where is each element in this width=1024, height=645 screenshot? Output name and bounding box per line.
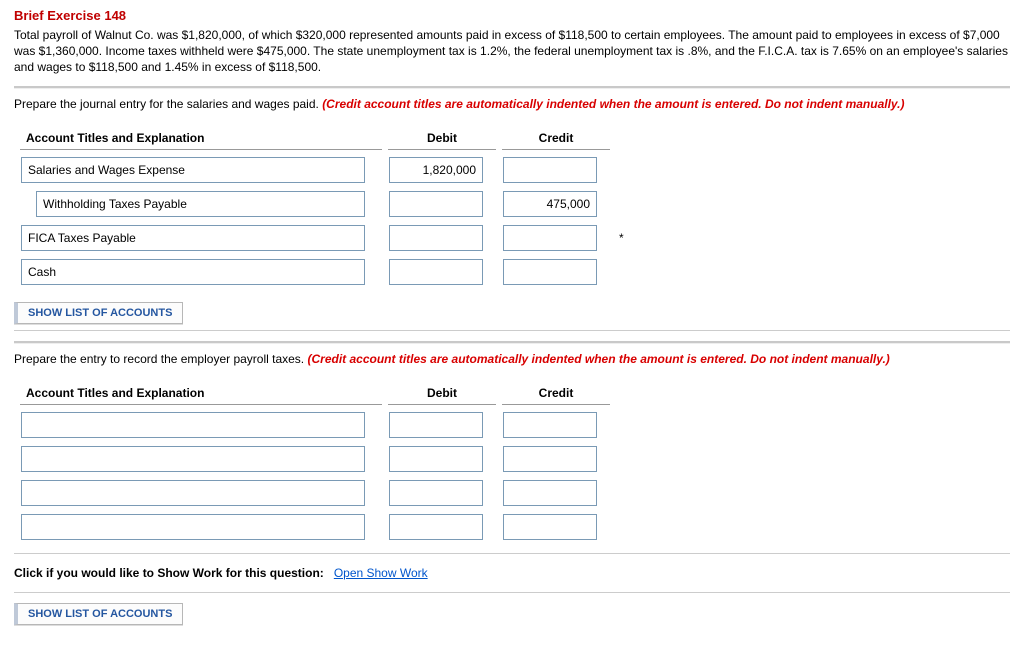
- table-row: FICA Taxes Payable *: [20, 224, 638, 252]
- credit-input[interactable]: 475,000: [503, 191, 597, 217]
- col-debit-2: Debit: [388, 382, 496, 405]
- credit-input[interactable]: [503, 480, 597, 506]
- credit-input[interactable]: [503, 157, 597, 183]
- account-input[interactable]: [21, 514, 365, 540]
- debit-input[interactable]: [389, 514, 483, 540]
- credit-input[interactable]: [503, 514, 597, 540]
- credit-input[interactable]: [503, 412, 597, 438]
- account-input[interactable]: Salaries and Wages Expense: [21, 157, 365, 183]
- open-show-work-link[interactable]: Open Show Work: [334, 566, 428, 580]
- account-input[interactable]: [21, 446, 365, 472]
- col-credit-1: Credit: [502, 127, 610, 150]
- account-input[interactable]: [21, 412, 365, 438]
- col-account-1: Account Titles and Explanation: [20, 127, 382, 150]
- debit-input[interactable]: [389, 480, 483, 506]
- table-row: Cash: [20, 258, 638, 286]
- col-debit-1: Debit: [388, 127, 496, 150]
- debit-input[interactable]: [389, 259, 483, 285]
- instruction-1: Prepare the journal entry for the salari…: [14, 97, 1010, 111]
- journal-table-1: Account Titles and Explanation Debit Cre…: [14, 121, 644, 292]
- journal-table-2: Account Titles and Explanation Debit Cre…: [14, 376, 616, 547]
- divider: [14, 86, 1010, 89]
- instruction-1-plain: Prepare the journal entry for the salari…: [14, 97, 322, 111]
- show-work-line: Click if you would like to Show Work for…: [14, 566, 1010, 580]
- account-input[interactable]: [21, 480, 365, 506]
- debit-input[interactable]: [389, 225, 483, 251]
- account-input[interactable]: Withholding Taxes Payable: [36, 191, 365, 217]
- problem-text: Total payroll of Walnut Co. was $1,820,0…: [14, 27, 1010, 76]
- credit-input[interactable]: [503, 259, 597, 285]
- divider: [14, 341, 1010, 344]
- instruction-2-plain: Prepare the entry to record the employer…: [14, 352, 307, 366]
- instruction-2: Prepare the entry to record the employer…: [14, 352, 1010, 366]
- table-row: Salaries and Wages Expense 1,820,000: [20, 156, 638, 184]
- exercise-title: Brief Exercise 148: [14, 8, 1010, 23]
- col-account-2: Account Titles and Explanation: [20, 382, 382, 405]
- show-work-label: Click if you would like to Show Work for…: [14, 566, 324, 580]
- asterisk-icon: *: [617, 231, 624, 245]
- table-row: [20, 479, 610, 507]
- account-input[interactable]: Cash: [21, 259, 365, 285]
- account-input[interactable]: FICA Taxes Payable: [21, 225, 365, 251]
- table-row: [20, 411, 610, 439]
- debit-input[interactable]: 1,820,000: [389, 157, 483, 183]
- table-row: [20, 513, 610, 541]
- table-row: Withholding Taxes Payable 475,000: [20, 190, 638, 218]
- credit-input[interactable]: [503, 446, 597, 472]
- show-list-accounts-button[interactable]: SHOW LIST OF ACCOUNTS: [14, 603, 183, 625]
- instruction-2-red: (Credit account titles are automatically…: [307, 352, 889, 366]
- divider: [14, 330, 1010, 331]
- divider: [14, 553, 1010, 554]
- credit-input[interactable]: [503, 225, 597, 251]
- debit-input[interactable]: [389, 446, 483, 472]
- instruction-1-red: (Credit account titles are automatically…: [322, 97, 904, 111]
- table-row: [20, 445, 610, 473]
- debit-input[interactable]: [389, 412, 483, 438]
- col-credit-2: Credit: [502, 382, 610, 405]
- show-list-accounts-button[interactable]: SHOW LIST OF ACCOUNTS: [14, 302, 183, 324]
- debit-input[interactable]: [389, 191, 483, 217]
- divider: [14, 592, 1010, 593]
